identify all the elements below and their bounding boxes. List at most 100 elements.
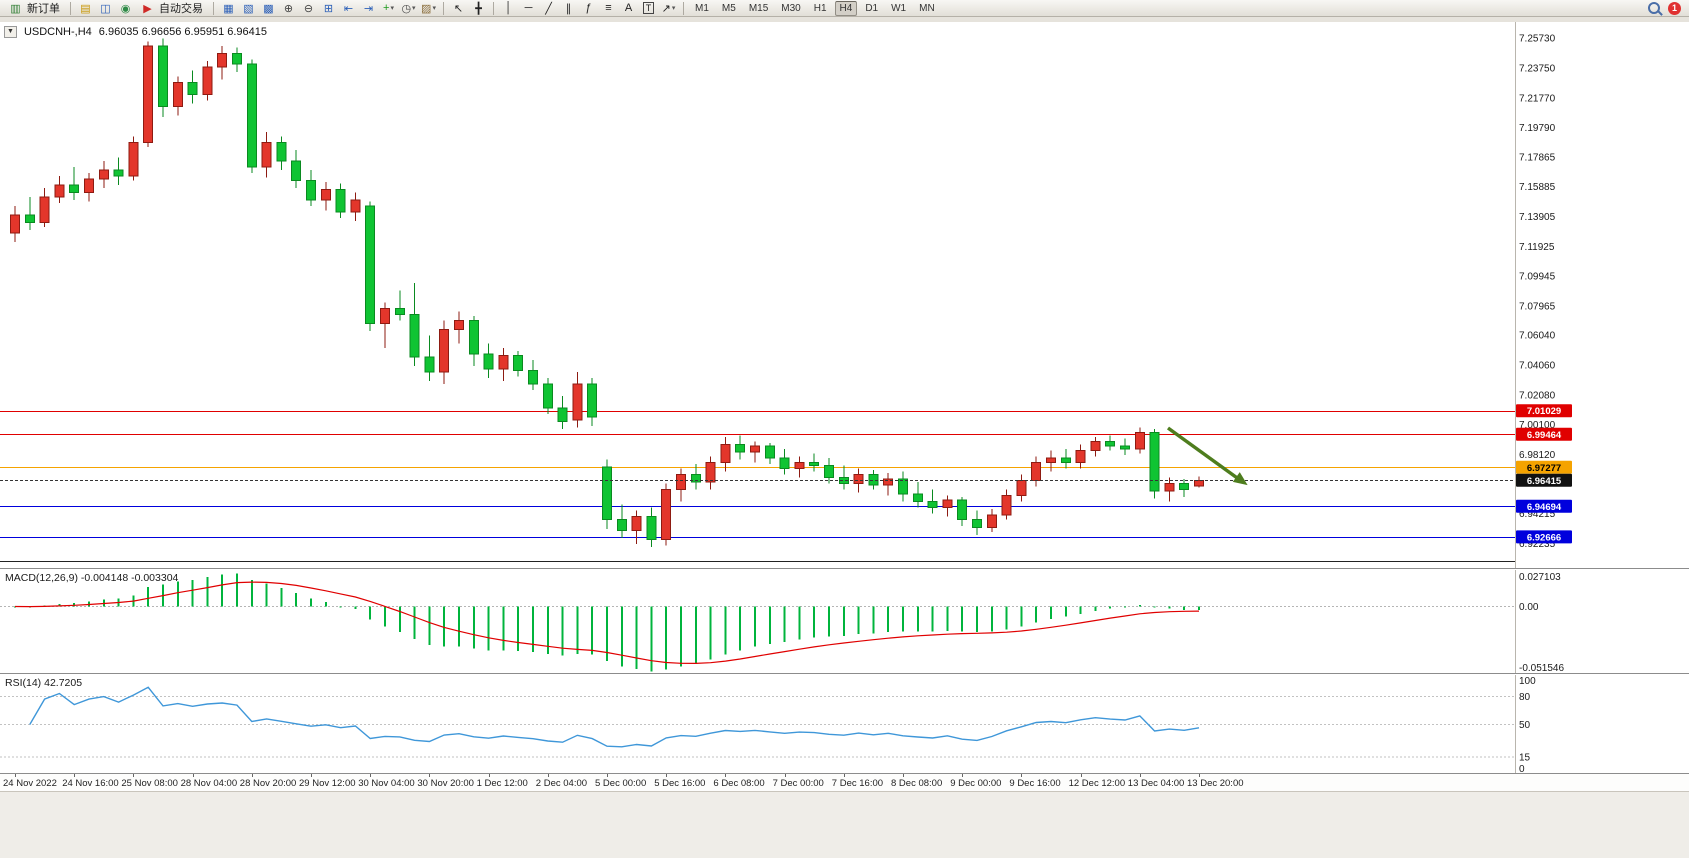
- fibonacci-icon[interactable]: ƒ: [579, 1, 598, 16]
- templates-icon-glyph: ▨: [421, 2, 432, 15]
- macd-header: MACD(12,26,9) -0.004148 -0.003304: [5, 572, 178, 584]
- signals-icon[interactable]: ◉: [116, 1, 135, 16]
- equidistant-channel-icon[interactable]: ∥: [559, 1, 578, 16]
- text-label-icon-glyph: T: [642, 2, 655, 14]
- time-tick: [903, 774, 904, 777]
- templates-icon-dropdown: ▾: [432, 5, 436, 12]
- notification-badge[interactable]: 1: [1668, 1, 1681, 15]
- time-axis[interactable]: 24 Nov 2022 24 Nov 16:00 25 Nov 08:00 28 No…: [0, 773, 1689, 791]
- vertical-line-icon[interactable]: │: [499, 1, 518, 16]
- macd-axis-label: 0.00: [1519, 602, 1539, 613]
- time-axis-label: 24 Nov 16:00: [62, 778, 119, 789]
- toolbar-separator: [70, 1, 71, 15]
- symbol-overlay: ▼ USDCNH-,H4 6.96035 6.96656 6.95951 6.9…: [4, 26, 267, 38]
- candle: [661, 483, 672, 546]
- candle: [779, 448, 790, 475]
- text-icon-glyph: A: [624, 2, 633, 14]
- market-watch-icon[interactable]: ◫: [96, 1, 115, 16]
- zoom-out-icon[interactable]: ⊖: [299, 1, 318, 16]
- macd-plot[interactable]: 0.027103 0.00 -0.051546: [0, 570, 1689, 674]
- auto-scroll-icon[interactable]: ⇥: [359, 1, 378, 16]
- candle: [232, 47, 242, 72]
- candlestick-plot[interactable]: 7.25730 7.23750 7.21770 7.19790 7.17865 7.158…: [0, 22, 1689, 568]
- rsi-value: 42.7205: [44, 677, 83, 689]
- trend-arrow-annotation[interactable]: [1166, 426, 1251, 490]
- trendline-icon[interactable]: ╱: [539, 1, 558, 16]
- horizontal-line-icon[interactable]: ─: [519, 1, 538, 16]
- text-label-icon[interactable]: T: [639, 1, 658, 16]
- svg-text:6.99464: 6.99464: [1527, 430, 1562, 441]
- auto-trading-button[interactable]: ▶ 自动交易: [136, 0, 208, 16]
- zoom-in-icon[interactable]: ⊕: [279, 1, 298, 16]
- candle: [942, 495, 953, 517]
- time-tick: [1199, 774, 1200, 777]
- new-chart-icon[interactable]: + ▾: [379, 1, 398, 16]
- candle: [468, 316, 479, 366]
- price-tick-label: 7.19790: [1519, 123, 1556, 134]
- macd-title: MACD(12,26,9): [5, 572, 78, 584]
- crosshair-icon[interactable]: ╋: [469, 1, 488, 16]
- tile-windows-icon[interactable]: ⊞: [319, 1, 338, 16]
- candle: [113, 157, 124, 185]
- price-badge-6.94694: 6.94694: [1516, 499, 1572, 513]
- time-tick: [1080, 774, 1082, 777]
- navigator-icon-glyph: ▧: [243, 2, 254, 15]
- timeframe-m15[interactable]: M15: [748, 2, 769, 14]
- vertical-line-icon-glyph: │: [505, 2, 512, 14]
- candle: [1149, 429, 1160, 499]
- timeframe-m5[interactable]: M5: [721, 2, 736, 14]
- timeframe-w1[interactable]: W1: [891, 2, 907, 14]
- timeframe-h4[interactable]: H4: [834, 0, 858, 16]
- templates-icon[interactable]: ▨ ▾: [419, 1, 438, 16]
- chart-shift-icon[interactable]: ⇤: [339, 1, 358, 16]
- rsi-panel[interactable]: RSI(14) 42.7205 100 80 50 15 0: [0, 673, 1689, 774]
- chart-dropdown-icon[interactable]: ▼: [4, 26, 17, 38]
- text-icon[interactable]: A: [619, 1, 638, 16]
- new-order-button[interactable]: ▥ 新订单: [4, 0, 65, 16]
- timeframe-d1[interactable]: D1: [865, 2, 879, 14]
- time-axis-label: 5 Dec 00:00: [595, 778, 647, 789]
- candle: [587, 377, 598, 427]
- timeframe-m1[interactable]: M1: [695, 2, 709, 14]
- navigator-icon[interactable]: ▧: [239, 1, 258, 16]
- price-tick-label: 6.92235: [1519, 539, 1556, 550]
- periods-icon-glyph: ◷: [401, 2, 412, 15]
- timeframe-m30[interactable]: M30: [781, 2, 801, 14]
- data-window-icon[interactable]: ▦: [219, 1, 238, 16]
- price-chart-panel[interactable]: ▼ USDCNH-,H4 6.96035 6.96656 6.95951 6.9…: [0, 22, 1689, 568]
- timeframe-mn[interactable]: MN: [919, 2, 935, 14]
- rsi-axis-label: 0: [1519, 764, 1525, 774]
- profiles-icon[interactable]: ▤: [76, 1, 95, 16]
- arrows-tool-icon-glyph: ↗: [661, 2, 671, 15]
- toolbar-separator: [493, 1, 494, 15]
- candle: [528, 359, 538, 391]
- candle: [957, 497, 968, 526]
- terminal-icon[interactable]: ▩: [259, 1, 278, 16]
- objects-list-icon[interactable]: ≡: [599, 1, 618, 16]
- candle: [557, 396, 568, 430]
- macd-panel[interactable]: MACD(12,26,9) -0.004148 -0.003304 0.0271…: [0, 568, 1689, 674]
- macd-values: -0.004148 -0.003304: [80, 572, 179, 584]
- candle: [409, 282, 420, 366]
- candle: [172, 76, 183, 116]
- svg-text:6.92666: 6.92666: [1527, 532, 1561, 543]
- cursor-icon[interactable]: ↖: [449, 1, 468, 16]
- rsi-axis-label: 100: [1519, 676, 1536, 687]
- periods-icon[interactable]: ◷ ▾: [399, 1, 418, 16]
- candle: [202, 61, 213, 101]
- price-tick-label: 7.02080: [1519, 390, 1556, 401]
- candle: [542, 377, 553, 415]
- price-tick-label: 7.15885: [1519, 182, 1556, 193]
- candle: [616, 504, 627, 538]
- periods-icon-dropdown: ▾: [412, 5, 416, 12]
- time-tick: [1021, 774, 1023, 777]
- time-axis-label: 7 Dec 00:00: [772, 778, 824, 789]
- new-order-icon: ▥: [10, 2, 21, 15]
- search-icon[interactable]: [1644, 1, 1663, 16]
- rsi-plot[interactable]: 100 80 50 150: [0, 675, 1689, 774]
- timeframe-h1[interactable]: H1: [813, 2, 827, 14]
- candle: [513, 350, 524, 377]
- candle: [794, 456, 805, 478]
- arrows-tool-icon[interactable]: ↗ ▾: [659, 1, 678, 16]
- time-tick: [784, 774, 786, 777]
